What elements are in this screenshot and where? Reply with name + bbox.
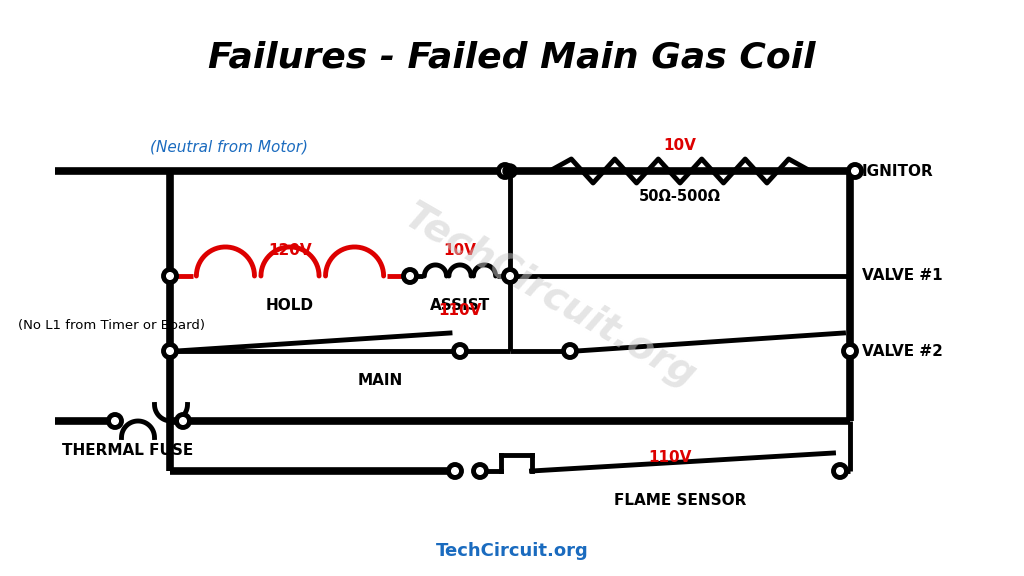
Text: TechCircuit.org: TechCircuit.org <box>397 197 702 395</box>
Text: Failures - Failed Main Gas Coil: Failures - Failed Main Gas Coil <box>208 41 816 75</box>
Text: 10V: 10V <box>443 243 476 258</box>
Text: VALVE #1: VALVE #1 <box>862 268 943 283</box>
Text: 110V: 110V <box>648 450 691 465</box>
Circle shape <box>109 415 122 427</box>
Circle shape <box>473 464 486 478</box>
Circle shape <box>176 415 189 427</box>
Circle shape <box>849 165 861 177</box>
Text: VALVE #2: VALVE #2 <box>862 343 943 358</box>
Text: 10V: 10V <box>664 138 696 153</box>
Text: 120V: 120V <box>268 243 312 258</box>
Circle shape <box>834 464 847 478</box>
Circle shape <box>164 344 176 358</box>
Text: FLAME SENSOR: FLAME SENSOR <box>613 493 746 508</box>
Circle shape <box>164 270 176 282</box>
Text: HOLD: HOLD <box>266 298 314 313</box>
Circle shape <box>449 464 462 478</box>
Circle shape <box>403 270 417 282</box>
Text: MAIN: MAIN <box>357 373 402 388</box>
Circle shape <box>563 344 577 358</box>
Text: (No L1 from Timer or Board): (No L1 from Timer or Board) <box>18 320 205 332</box>
Circle shape <box>499 165 512 177</box>
Circle shape <box>503 164 517 178</box>
Text: 50Ω-500Ω: 50Ω-500Ω <box>639 189 721 204</box>
Text: THERMAL FUSE: THERMAL FUSE <box>61 443 194 458</box>
Circle shape <box>504 270 516 282</box>
Circle shape <box>844 344 856 358</box>
Text: (Neutral from Motor): (Neutral from Motor) <box>150 139 308 154</box>
Text: TechCircuit.org: TechCircuit.org <box>435 542 589 560</box>
Circle shape <box>454 344 467 358</box>
Text: ASSIST: ASSIST <box>430 298 490 313</box>
Text: IGNITOR: IGNITOR <box>862 164 934 179</box>
Text: 110V: 110V <box>438 303 481 318</box>
